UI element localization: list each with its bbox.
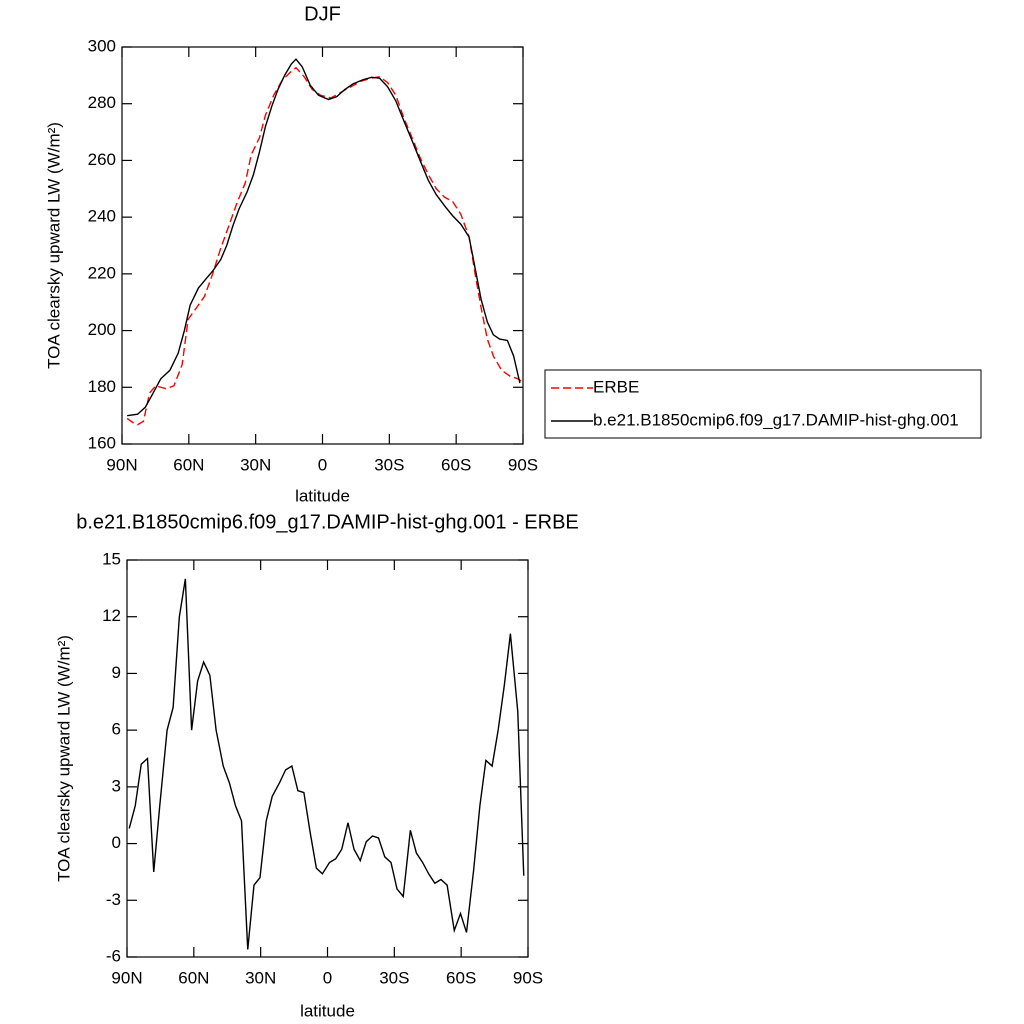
data-line — [128, 578, 525, 950]
x-tick-label: 90S — [513, 968, 543, 987]
data-line — [126, 66, 523, 426]
y-tick-label: 220 — [88, 263, 116, 282]
legend-label: b.e21.B1850cmip6.f09_g17.DAMIP-hist-ghg.… — [593, 410, 959, 429]
x-tick-label: 60S — [446, 968, 476, 987]
y-tick-label: 240 — [88, 207, 116, 226]
y-tick-label: 3 — [112, 776, 121, 795]
x-tick-label: 30N — [240, 455, 271, 474]
y-tick-label: -3 — [106, 890, 121, 909]
chart-title: b.e21.B1850cmip6.f09_g17.DAMIP-hist-ghg.… — [76, 511, 579, 533]
x-tick-label: 60S — [441, 455, 471, 474]
legend-label: ERBE — [593, 377, 639, 396]
x-tick-label: 30N — [245, 968, 276, 987]
x-axis-label: latitude — [295, 486, 350, 505]
legend-box — [544, 369, 982, 439]
y-tick-label: 180 — [88, 377, 116, 396]
y-tick-label: -6 — [106, 946, 121, 965]
y-tick-label: 280 — [88, 93, 116, 112]
x-tick-label: 90N — [106, 455, 137, 474]
y-axis-label: TOA clearsky upward LW (W/m²) — [44, 122, 63, 369]
legend: ERBE b.e21.B1850cmip6.f09_g17.DAMIP-hist-… — [544, 369, 982, 439]
y-tick-label: 15 — [102, 549, 121, 568]
chart-title: DJF — [304, 3, 341, 25]
y-tick-label: 260 — [88, 150, 116, 169]
x-tick-label: 90S — [508, 455, 538, 474]
y-tick-label: 12 — [102, 606, 121, 625]
y-axis-label: TOA clearsky upward LW (W/m²) — [54, 635, 73, 882]
x-tick-label: 0 — [323, 968, 332, 987]
y-tick-label: 300 — [88, 36, 116, 55]
y-tick-label: 9 — [112, 663, 121, 682]
x-tick-label: 90N — [111, 968, 142, 987]
y-tick-label: 160 — [88, 433, 116, 452]
x-tick-label: 60N — [178, 968, 209, 987]
y-tick-label: 0 — [112, 833, 121, 852]
y-tick-label: 200 — [88, 320, 116, 339]
data-line — [127, 58, 521, 417]
plot-frame — [121, 46, 524, 445]
x-tick-label: 30S — [374, 455, 404, 474]
x-tick-label: 60N — [173, 455, 204, 474]
y-tick-label: 6 — [112, 720, 121, 739]
x-tick-label: 0 — [318, 455, 327, 474]
x-axis-label: latitude — [300, 1001, 355, 1020]
x-tick-label: 30S — [379, 968, 409, 987]
